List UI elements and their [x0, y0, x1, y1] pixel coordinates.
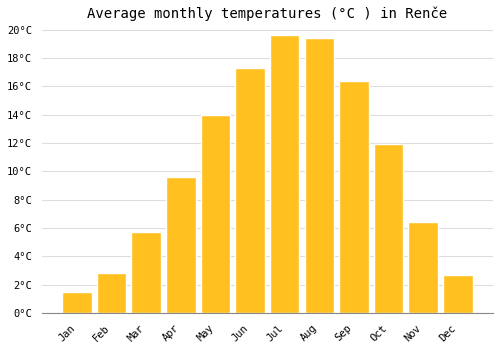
Bar [408, 222, 438, 313]
Bar [443, 275, 472, 313]
Bar [200, 114, 230, 313]
Bar [62, 292, 92, 313]
Bar [339, 80, 368, 313]
Bar [132, 232, 161, 313]
Bar [166, 177, 196, 313]
Bar [374, 144, 404, 313]
Bar [304, 38, 334, 313]
Bar [236, 68, 265, 313]
Bar [97, 273, 126, 313]
Bar [270, 35, 300, 313]
Title: Average monthly temperatures (°C ) in Renče: Average monthly temperatures (°C ) in Re… [88, 7, 448, 21]
